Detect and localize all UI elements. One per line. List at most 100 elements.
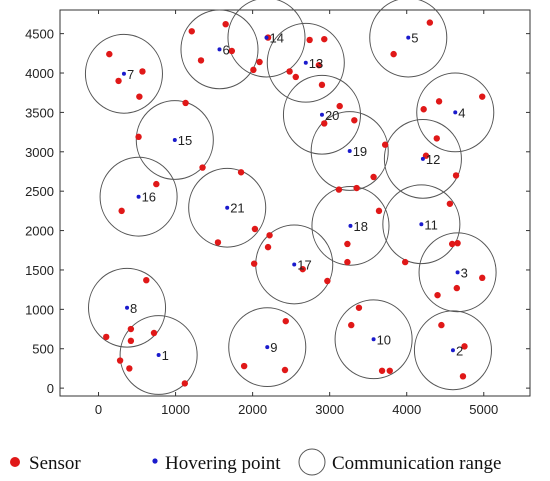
sensor-point-55 (222, 20, 229, 28)
sensor-point-32 (454, 239, 461, 247)
x-tick-label-2000: 2000 (238, 402, 267, 417)
hovering-point-label-14: 14 (269, 31, 283, 46)
sensor-point-64 (199, 164, 206, 171)
hovering-point-label-9: 9 (270, 340, 277, 355)
sensor-point-61 (136, 93, 143, 100)
y-tick-label-2500: 2500 (25, 184, 54, 199)
legend-sensor-marker (10, 457, 20, 467)
sensor-point-68 (214, 239, 222, 246)
y-tick-label-500: 500 (32, 342, 54, 357)
sensor-point-5 (127, 337, 135, 345)
sensor-point-18 (386, 367, 393, 374)
hovering-point-21 (225, 205, 230, 210)
sensor-point-10 (434, 291, 441, 299)
sensor-point-57 (250, 66, 257, 74)
hovering-point-label-19: 19 (353, 144, 367, 159)
sensor-point-46 (318, 81, 326, 89)
sensor-point-16 (355, 304, 363, 311)
sensor-point-4 (103, 333, 110, 341)
hovering-point-6 (217, 47, 222, 52)
sensor-point-1 (181, 380, 189, 387)
hovering-point-3 (455, 270, 460, 275)
sensor-point-31 (448, 240, 456, 248)
communication-range-circle-1 (119, 315, 198, 395)
sensor-point-69 (251, 225, 259, 233)
hovering-point-18 (348, 223, 353, 228)
sensor-point-27 (344, 258, 351, 266)
sensor-point-6 (127, 325, 135, 333)
hovering-point-19 (347, 149, 352, 154)
sensor-point-30 (401, 258, 409, 266)
sensor-point-24 (266, 232, 273, 239)
legend: Sensor Hovering point Communication rang… (10, 448, 501, 476)
sensor-point-65 (153, 180, 160, 188)
hovering-point-label-21: 21 (230, 201, 244, 216)
sensor-point-44 (351, 117, 358, 124)
sensor-point-43 (479, 93, 486, 100)
x-tick-label-0: 0 (95, 402, 102, 417)
sensor-point-49 (292, 73, 299, 81)
hovering-point-label-6: 6 (222, 42, 229, 57)
sensor-point-17 (378, 367, 386, 374)
communication-range-circle-9 (228, 307, 307, 388)
legend-hovering-point-marker (152, 458, 158, 464)
sensor-point-34 (335, 186, 343, 193)
y-tick-label-0: 0 (47, 381, 54, 396)
communication-range-circle-8 (88, 267, 167, 348)
sensor-point-22 (250, 260, 258, 267)
hovering-point-9 (265, 345, 270, 350)
hovering-point-label-18: 18 (353, 219, 367, 234)
sensor-point-47 (256, 58, 263, 66)
communication-range-circle-21 (188, 167, 267, 248)
legend-communication-range-marker (298, 448, 326, 476)
sensor-point-23 (264, 243, 272, 251)
hovering-point-8 (125, 305, 130, 310)
sensor-point-59 (115, 77, 122, 85)
sensor-point-66 (118, 207, 125, 215)
sensor-point-26 (324, 277, 331, 285)
communication-range-circle-19 (310, 111, 389, 191)
x-tick-label-4000: 4000 (392, 402, 421, 417)
y-tick-label-4000: 4000 (25, 66, 54, 81)
sensor-point-39 (452, 172, 460, 179)
y-tick-label-1000: 1000 (25, 302, 54, 317)
sensor-point-12 (479, 274, 486, 282)
hovering-point-label-4: 4 (458, 105, 465, 120)
hovering-point-15 (172, 137, 177, 142)
hovering-point-label-3: 3 (461, 265, 468, 280)
sensor-point-63 (135, 133, 142, 141)
communication-range-circle-13 (266, 22, 345, 103)
legend-sensor-label: Sensor (29, 453, 81, 474)
sensor-point-25 (299, 265, 306, 273)
sensor-point-33 (446, 200, 454, 207)
hovering-point-4 (453, 110, 458, 115)
sensor-point-73 (321, 35, 328, 43)
communication-range-circle-7 (84, 33, 163, 114)
communication-range-circle-18 (311, 185, 390, 266)
sensor-point-70 (426, 19, 434, 26)
sensor-point-36 (370, 173, 377, 181)
hovering-point-1 (156, 353, 161, 358)
y-tick-label-1500: 1500 (25, 263, 54, 278)
hovering-point-label-13: 13 (309, 56, 323, 71)
communication-range-circle-20 (282, 74, 361, 155)
communication-range-circle-11 (382, 184, 461, 265)
sensor-point-9 (438, 321, 445, 329)
hovering-point-label-10: 10 (377, 332, 391, 347)
sensor-point-20 (281, 366, 289, 374)
sensor-point-42 (435, 98, 443, 105)
x-tick-label-1000: 1000 (161, 402, 190, 417)
communication-range-circle-12 (383, 118, 462, 199)
hovering-point-20 (319, 112, 324, 117)
hovering-point-17 (292, 262, 297, 267)
hovering-point-label-7: 7 (127, 67, 134, 82)
sensor-point-41 (420, 106, 427, 113)
hovering-point-label-16: 16 (142, 190, 156, 205)
communication-range-circle-10 (334, 299, 413, 380)
sensor-point-19 (240, 362, 248, 370)
hovering-point-10 (371, 337, 376, 342)
hovering-point-13 (303, 60, 308, 65)
hovering-point-label-1: 1 (162, 348, 169, 363)
sensor-point-72 (321, 120, 328, 127)
